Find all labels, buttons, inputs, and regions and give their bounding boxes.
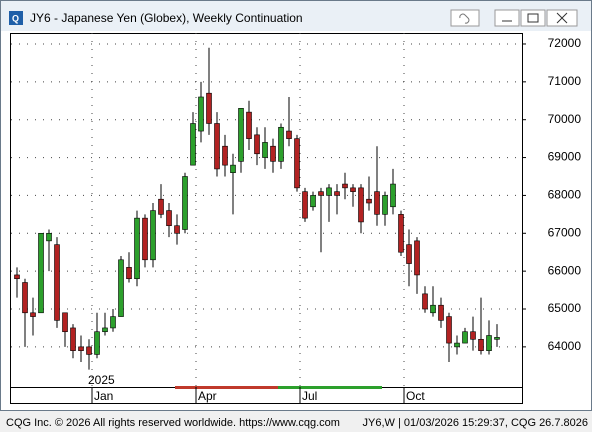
candle-body bbox=[270, 145, 276, 162]
candle-body bbox=[198, 96, 204, 132]
candle-body bbox=[342, 183, 348, 189]
maximize-button[interactable] bbox=[520, 9, 546, 27]
candle-body bbox=[318, 191, 324, 196]
candle-body bbox=[22, 282, 28, 314]
candle-body bbox=[46, 232, 52, 242]
x-tick-label: Apr bbox=[198, 389, 217, 403]
candle-body bbox=[174, 225, 180, 234]
link-button[interactable] bbox=[450, 9, 480, 27]
candle-body bbox=[214, 123, 220, 170]
period-bar-red bbox=[175, 386, 278, 389]
candle-body bbox=[470, 331, 476, 340]
candle-body bbox=[230, 164, 236, 174]
candle-body bbox=[382, 195, 388, 215]
candle-body bbox=[478, 338, 484, 351]
app-icon-glyph: Q bbox=[12, 13, 19, 23]
candle-body bbox=[446, 316, 452, 344]
candle-body bbox=[30, 312, 36, 317]
candle-body bbox=[254, 134, 260, 155]
minimize-button[interactable] bbox=[494, 9, 520, 27]
candle-body bbox=[334, 191, 340, 196]
candle-body bbox=[310, 195, 316, 208]
title-bar bbox=[1, 1, 591, 31]
candle-body bbox=[222, 145, 228, 166]
candle-body bbox=[278, 126, 284, 162]
year-label: 2025 bbox=[88, 373, 115, 387]
candle-body bbox=[166, 210, 172, 227]
period-bar-green bbox=[278, 386, 382, 389]
y-tick-label: 67000 bbox=[548, 225, 582, 239]
candle-body bbox=[182, 176, 188, 230]
candle-body bbox=[62, 312, 68, 333]
candle-body bbox=[398, 214, 404, 253]
y-tick-label: 66000 bbox=[548, 263, 582, 277]
candle-body bbox=[86, 346, 92, 355]
candle-body bbox=[78, 346, 84, 351]
candle-body bbox=[390, 183, 396, 208]
candle-body bbox=[366, 198, 372, 204]
candle-body bbox=[110, 316, 116, 329]
footer-right: JY6,W | 01/03/2026 15:29:37, CQG 26.7.80… bbox=[363, 417, 588, 429]
footer-left: CQG Inc. © 2026 All rights reserved worl… bbox=[6, 417, 340, 429]
candle-body bbox=[70, 327, 76, 351]
candle-body bbox=[142, 217, 148, 261]
candle-body bbox=[302, 191, 308, 219]
y-tick-label: 64000 bbox=[548, 339, 582, 353]
window-title: JY6 - Japanese Yen (Globex), Weekly Cont… bbox=[30, 11, 303, 25]
app-icon bbox=[9, 11, 23, 25]
candle-body bbox=[102, 327, 108, 333]
y-tick-label: 65000 bbox=[548, 301, 582, 315]
candle-body bbox=[414, 240, 420, 276]
candle-body bbox=[438, 304, 444, 321]
candle-body bbox=[158, 198, 164, 215]
x-tick-label: Jan bbox=[94, 389, 113, 403]
window-glyphs bbox=[502, 12, 568, 24]
candle-body bbox=[54, 244, 60, 321]
candle-body bbox=[358, 187, 364, 223]
y-tick-label: 69000 bbox=[548, 150, 582, 164]
candle-body bbox=[486, 335, 492, 351]
candle-body bbox=[14, 274, 20, 280]
candle-body bbox=[286, 130, 292, 139]
candle-body bbox=[462, 331, 468, 344]
candle-body bbox=[374, 191, 380, 215]
candle-body bbox=[406, 244, 412, 264]
candle-body bbox=[126, 267, 132, 280]
candle-body bbox=[422, 293, 428, 310]
candle-body bbox=[294, 138, 300, 189]
candle-body bbox=[134, 217, 140, 280]
candle-body bbox=[38, 232, 44, 314]
candle-body bbox=[494, 337, 500, 340]
candle-body bbox=[454, 342, 460, 348]
candle-body bbox=[150, 210, 156, 261]
y-tick-label: 72000 bbox=[548, 36, 582, 50]
plot-frame bbox=[10, 33, 523, 388]
candle-body bbox=[246, 111, 252, 139]
y-tick-label: 71000 bbox=[548, 74, 582, 88]
candle-body bbox=[262, 142, 268, 158]
x-tick-label: Oct bbox=[406, 389, 425, 403]
link-glyph bbox=[459, 13, 470, 24]
y-tick-label: 70000 bbox=[548, 112, 582, 126]
x-tick-label: Jul bbox=[302, 389, 317, 403]
candle-body bbox=[350, 187, 356, 192]
y-tick-label: 68000 bbox=[548, 188, 582, 202]
candle-body bbox=[326, 187, 332, 196]
candle-body bbox=[94, 331, 100, 355]
candle-body bbox=[238, 108, 244, 162]
candle-body bbox=[190, 123, 196, 166]
candle-body bbox=[118, 259, 124, 317]
time-strip bbox=[10, 387, 523, 404]
candle-body bbox=[206, 92, 212, 124]
candle-body bbox=[430, 304, 436, 314]
